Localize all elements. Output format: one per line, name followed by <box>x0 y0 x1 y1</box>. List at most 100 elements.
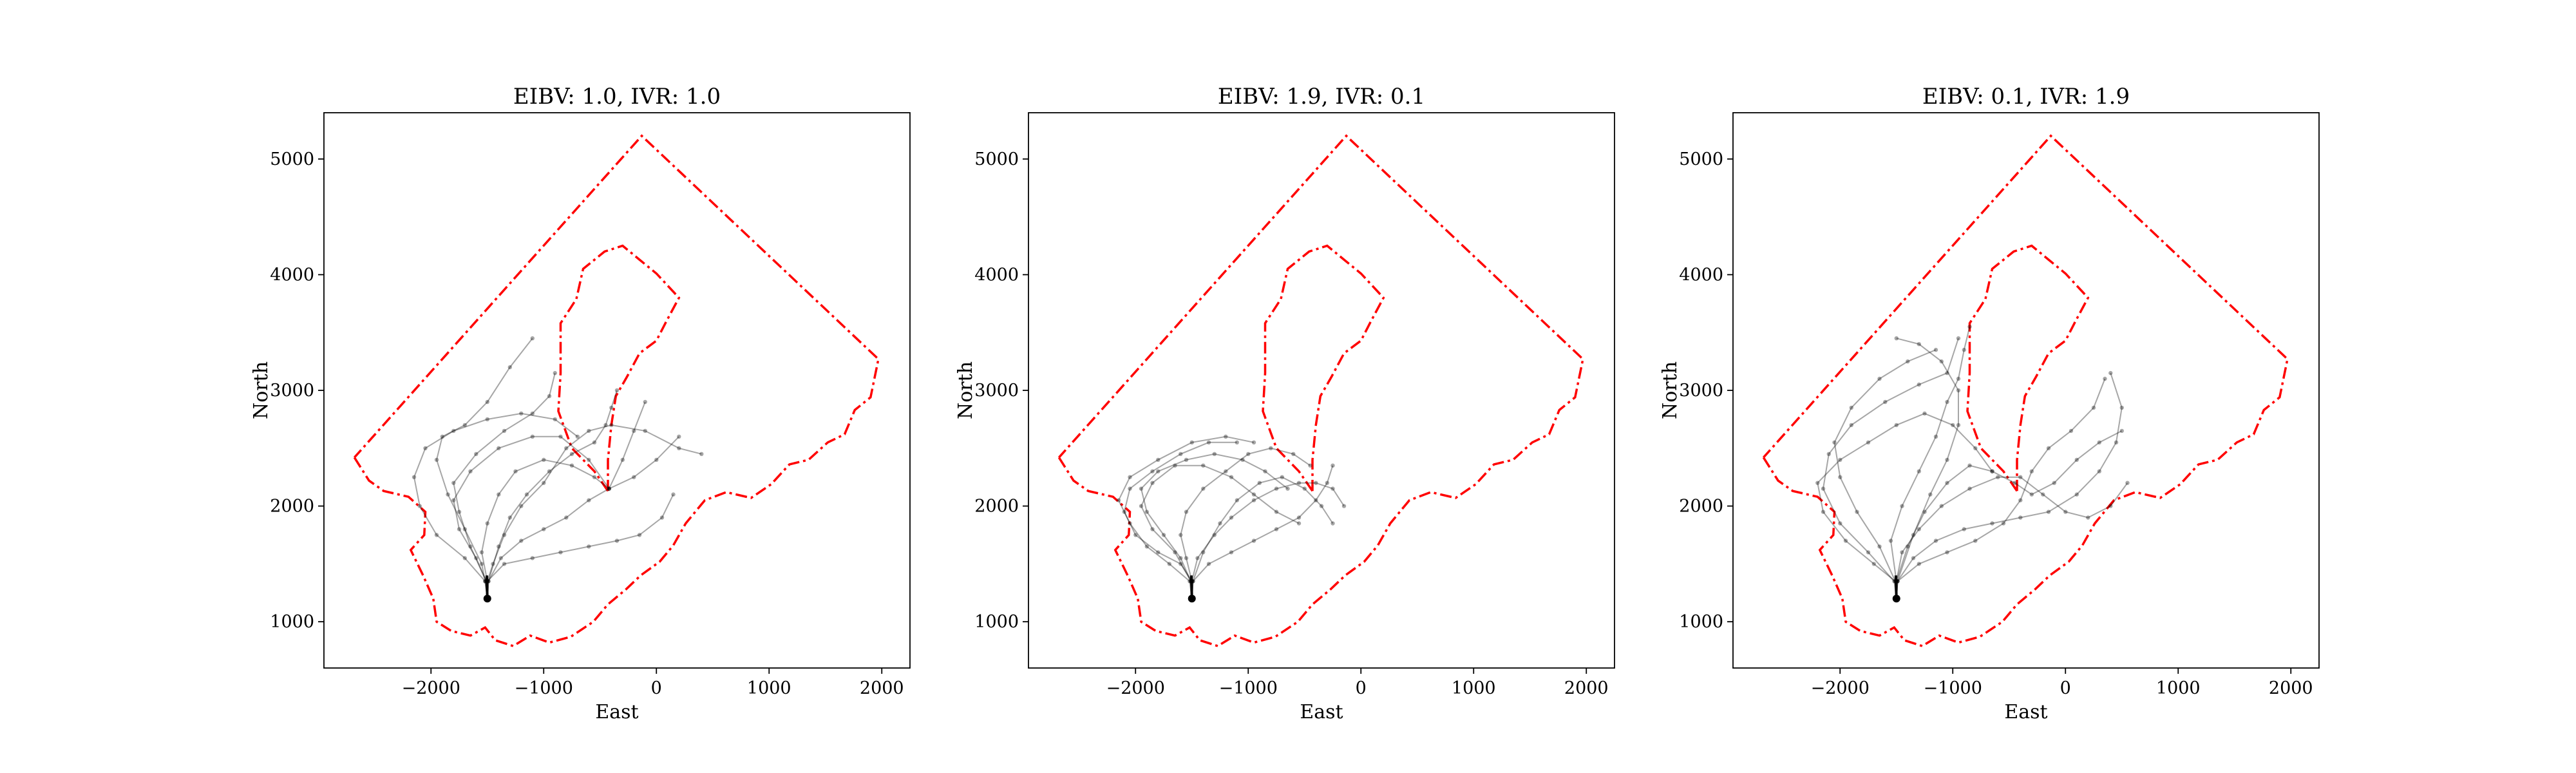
trajectory-point <box>530 336 535 341</box>
y-tick-label: 2000 <box>974 497 1019 517</box>
trajectory-point <box>1263 469 1267 473</box>
trajectory-point <box>1838 457 1842 462</box>
trajectory-point <box>1173 550 1177 555</box>
trajectory-point <box>547 394 552 399</box>
trajectory-line <box>486 401 646 599</box>
trajectory-point <box>607 486 611 491</box>
trajectory-point <box>1945 457 1949 462</box>
trajectory-point <box>2074 492 2079 497</box>
trajectory-1 <box>434 336 535 601</box>
trajectory-2 <box>1189 481 1347 601</box>
trajectory-point <box>1274 510 1279 514</box>
y-tick-label: 4000 <box>270 265 314 285</box>
trajectory-point <box>2119 405 2124 410</box>
trajectory-point <box>530 434 535 439</box>
trajectory-point <box>592 475 597 479</box>
x-tick-label: −1000 <box>1924 678 1982 698</box>
x-tick-label: 2000 <box>860 678 904 698</box>
trajectory-point <box>502 533 507 537</box>
trajectory-point <box>1179 562 1183 566</box>
trajectory-point <box>542 457 546 462</box>
trajectory-point <box>1849 405 1853 410</box>
trajectory-point <box>1928 492 1933 497</box>
trajectory-point <box>1917 469 1921 473</box>
chart-panel-3: −2000 −1000 0 1000 2000 1000 2000 3000 4000 5000 E… <box>1659 84 2320 723</box>
trajectory-point <box>485 521 489 526</box>
y-tick-label: 4000 <box>974 265 1019 285</box>
trajectory-point <box>542 481 546 485</box>
start-stem-line <box>1189 575 1193 599</box>
trajectory-point <box>1246 452 1251 456</box>
trajectory-point <box>1229 515 1234 520</box>
x-tick-label: 1000 <box>1452 678 1496 698</box>
y-tick-label: 3000 <box>270 381 314 401</box>
trajectory-point <box>1838 521 1842 526</box>
trajectory-point <box>1179 556 1183 560</box>
trajectory-line <box>1191 465 1334 599</box>
trajectory-point <box>1280 475 1285 479</box>
trajectory-line <box>1895 378 2106 599</box>
trajectory-point <box>485 399 489 405</box>
trajectory-point <box>2018 498 2023 502</box>
trajectory-point <box>1911 533 1916 537</box>
trajectory-point <box>1156 469 1160 473</box>
trajectory-point <box>1296 521 1302 526</box>
trajectory-point <box>2086 515 2090 520</box>
y-axis-label: North <box>954 361 977 419</box>
trajectory-point <box>1341 504 1347 508</box>
trajectory-point <box>569 463 574 468</box>
x-tick-label: 0 <box>2060 678 2071 698</box>
trajectory-point <box>614 388 620 393</box>
trajectory-point <box>1821 510 1826 514</box>
trajectory-2 <box>485 423 704 601</box>
trajectory-point <box>1291 452 1296 456</box>
trajectory-point <box>530 556 535 560</box>
trajectory-point <box>1945 399 1949 405</box>
trajectory-point <box>1933 347 1938 352</box>
trajectory-point <box>592 440 597 444</box>
trajectory-point <box>446 492 450 497</box>
trajectory-point <box>524 492 529 497</box>
trajectory-point <box>677 446 681 450</box>
trajectory-point <box>1179 533 1183 537</box>
trajectory-point <box>2125 481 2130 485</box>
trajectory-point <box>497 492 501 497</box>
trajectory-point <box>2108 504 2113 508</box>
trajectory-point <box>485 417 489 422</box>
trajectory-point <box>2119 428 2124 434</box>
trajectory-point <box>519 504 524 508</box>
trajectory-line <box>486 494 674 599</box>
trajectory-point <box>1894 423 1899 428</box>
trajectory-point <box>1161 533 1166 537</box>
trajectory-point <box>1967 463 1972 468</box>
trajectory-point <box>498 556 503 560</box>
trajectory-point <box>542 527 546 531</box>
trajectory-point <box>547 469 552 473</box>
trajectory-point <box>1285 486 1290 491</box>
trajectory-point <box>457 510 462 514</box>
trajectory-line <box>486 390 618 599</box>
trajectory-point <box>1201 486 1206 491</box>
trajectory-point <box>1296 515 1302 520</box>
y-tick-label: 1000 <box>974 612 1019 632</box>
trajectory-point <box>457 527 462 531</box>
trajectory-point <box>1956 423 1961 428</box>
trajectory-point <box>607 486 611 491</box>
trajectory-point <box>1156 457 1160 462</box>
trajectory-line <box>1817 412 1993 599</box>
trajectory-point <box>1128 486 1132 491</box>
trajectory-point <box>558 550 563 555</box>
trajectory-point <box>1917 527 1921 531</box>
x-tick-label: 0 <box>651 678 662 698</box>
trajectory-point <box>654 457 659 462</box>
x-tick-label: 2000 <box>1564 678 1609 698</box>
trajectory-point <box>474 556 478 560</box>
trajectory-point <box>2046 446 2051 450</box>
trajectory-point <box>1967 486 1972 491</box>
inner-boundary-line <box>1262 244 1385 492</box>
trajectory-point <box>2001 521 2006 526</box>
trajectory-point <box>1128 475 1132 479</box>
trajectory-point <box>1224 434 1228 439</box>
trajectory-point <box>1956 388 1961 393</box>
trajectory-point <box>1144 544 1150 549</box>
